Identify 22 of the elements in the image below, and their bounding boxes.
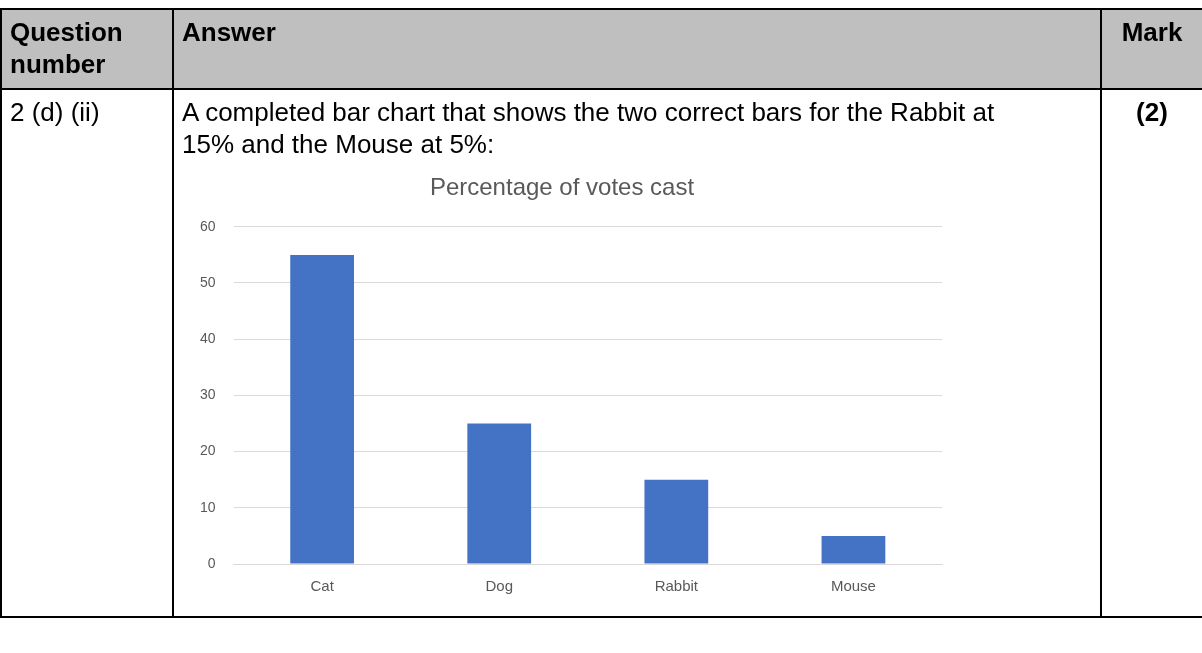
x-tick-label: Mouse <box>830 577 876 595</box>
text: (2) <box>1101 89 1202 617</box>
y-tick-label: 0 <box>207 554 216 571</box>
y-tick-label: 10 <box>199 498 216 515</box>
bar <box>290 254 355 564</box>
x-tick-label: Dog <box>485 577 513 595</box>
bar <box>821 535 886 564</box>
y-tick-label: 40 <box>199 330 216 347</box>
chart-title: Percentage of votes cast <box>429 173 695 201</box>
y-tick-label: 60 <box>199 217 216 234</box>
bar <box>467 423 532 564</box>
y-tick-label: 30 <box>199 386 216 403</box>
text: A completed bar chart that shows the two correct bars for the Rabbit at 15% and the Mouse at 5%: <box>182 96 996 160</box>
y-tick-label: 20 <box>199 442 216 459</box>
text: 2 (d) (ii) <box>1 89 173 617</box>
y-tick-label: 50 <box>199 273 216 290</box>
text: Question number <box>1 9 173 89</box>
x-tick-label: Cat <box>310 577 335 595</box>
bar <box>644 479 709 564</box>
text: Answer <box>173 9 1101 89</box>
text: Mark <box>1101 9 1202 89</box>
x-tick-label: Rabbit <box>654 577 699 595</box>
